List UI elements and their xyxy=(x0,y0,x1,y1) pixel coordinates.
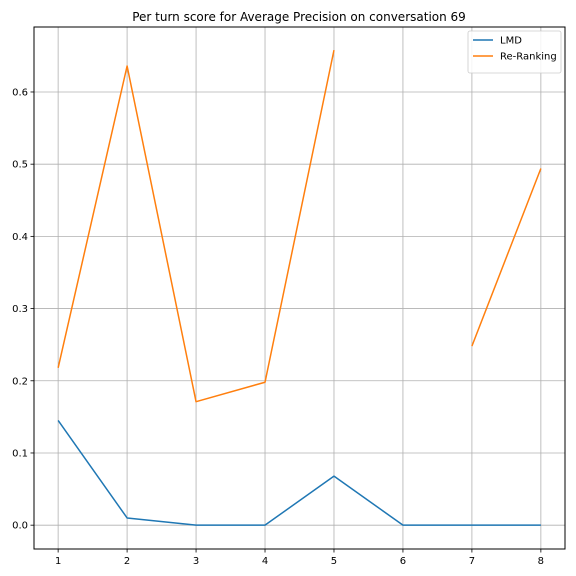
plot-lines xyxy=(57,49,542,526)
y-tick-label: 0.3 xyxy=(12,304,28,315)
y-tick-label: 0.5 xyxy=(12,160,28,171)
x-tick-label: 6 xyxy=(400,556,406,567)
legend-label: Re-Ranking xyxy=(500,52,557,63)
y-tick-label: 0.1 xyxy=(12,448,28,459)
y-tick-label: 0.0 xyxy=(12,521,28,532)
x-tick-label: 8 xyxy=(538,556,544,567)
y-tick-label: 0.2 xyxy=(12,376,28,387)
series-line-lmd xyxy=(57,420,541,526)
series-line-re-ranking xyxy=(57,49,335,403)
y-tick-label: 0.4 xyxy=(12,232,28,243)
x-tick-label: 1 xyxy=(55,556,61,567)
y-tick-label: 0.6 xyxy=(12,87,28,98)
y-axis: 0.0 0.1 0.2 0.3 0.4 0.5 0.6 xyxy=(12,87,34,532)
x-axis: 1 2 3 4 5 6 7 8 xyxy=(55,549,544,567)
x-tick-label: 3 xyxy=(193,556,199,567)
x-tick-label: 5 xyxy=(331,556,337,567)
x-tick-label: 4 xyxy=(262,556,268,567)
legend-label: LMD xyxy=(500,36,522,47)
plot-frame xyxy=(33,26,566,550)
legend: LMD Re-Ranking xyxy=(467,30,562,74)
legend-box xyxy=(467,30,562,74)
x-tick-label: 2 xyxy=(124,556,130,567)
grid xyxy=(34,27,565,549)
chart-title: Per turn score for Average Precision on … xyxy=(132,10,466,24)
x-tick-label: 7 xyxy=(469,556,475,567)
series-line-re-ranking xyxy=(471,168,542,347)
